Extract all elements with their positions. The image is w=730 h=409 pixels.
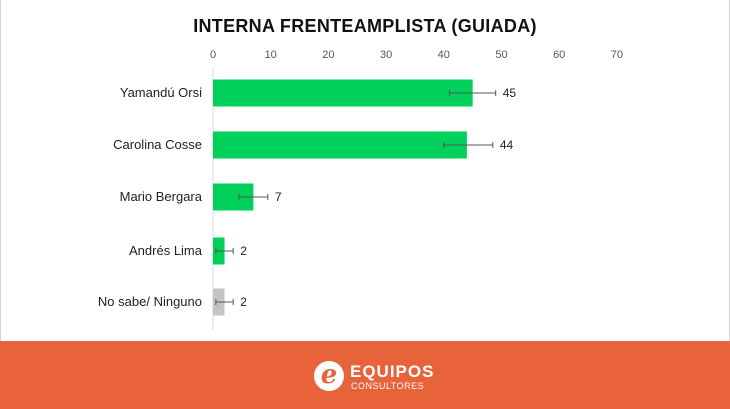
category-label: Yamandú Orsi	[120, 85, 202, 100]
bar-row: Mario Bergara 7	[120, 183, 282, 211]
bar	[213, 79, 473, 107]
bar-row: No sabe/ Ninguno 2	[98, 288, 247, 316]
logo-name: EQUIPOS	[350, 362, 435, 381]
bar	[213, 131, 467, 159]
x-tick-label: 70	[611, 49, 623, 61]
bar-row: Andrés Lima 2	[129, 237, 247, 265]
x-tick-label: 50	[495, 49, 507, 61]
x-axis-ticks: 0 10 20 30 40 50 60 70	[210, 49, 623, 61]
logo-icon: e	[314, 361, 344, 391]
x-tick-label: 40	[438, 49, 450, 61]
bar-row: Yamandú Orsi 45	[120, 79, 517, 107]
x-tick-label: 0	[210, 49, 216, 61]
chart-title: INTERNA FRENTEAMPLISTA (GUIADA)	[193, 16, 537, 36]
bar-chart: 0 10 20 30 40 50 60 70 Yamandú Orsi 45 Carolina C…	[98, 49, 623, 330]
logo-subtitle: CONSULTORES	[351, 381, 425, 391]
x-tick-label: 60	[553, 49, 565, 61]
data-label: 44	[500, 138, 514, 152]
x-tick-label: 10	[265, 49, 277, 61]
category-label: Mario Bergara	[120, 189, 203, 204]
data-label: 7	[275, 190, 282, 204]
error-bar	[443, 142, 494, 148]
error-bar	[215, 248, 234, 254]
error-bar	[238, 194, 269, 200]
x-tick-label: 20	[322, 49, 334, 61]
data-label: 2	[240, 244, 247, 258]
error-bar	[215, 299, 234, 305]
error-bar	[449, 90, 497, 96]
bar-rows: Yamandú Orsi 45 Carolina Cosse 44 Mario Berg…	[98, 79, 517, 316]
data-label: 2	[240, 295, 247, 309]
category-label: No sabe/ Ninguno	[98, 294, 202, 309]
category-label: Andrés Lima	[129, 243, 203, 258]
x-tick-label: 30	[380, 49, 392, 61]
data-label: 45	[503, 86, 517, 100]
footer-bar: e EQUIPOS CONSULTORES	[0, 341, 730, 409]
category-label: Carolina Cosse	[113, 137, 202, 152]
bar-row: Carolina Cosse 44	[113, 131, 514, 159]
